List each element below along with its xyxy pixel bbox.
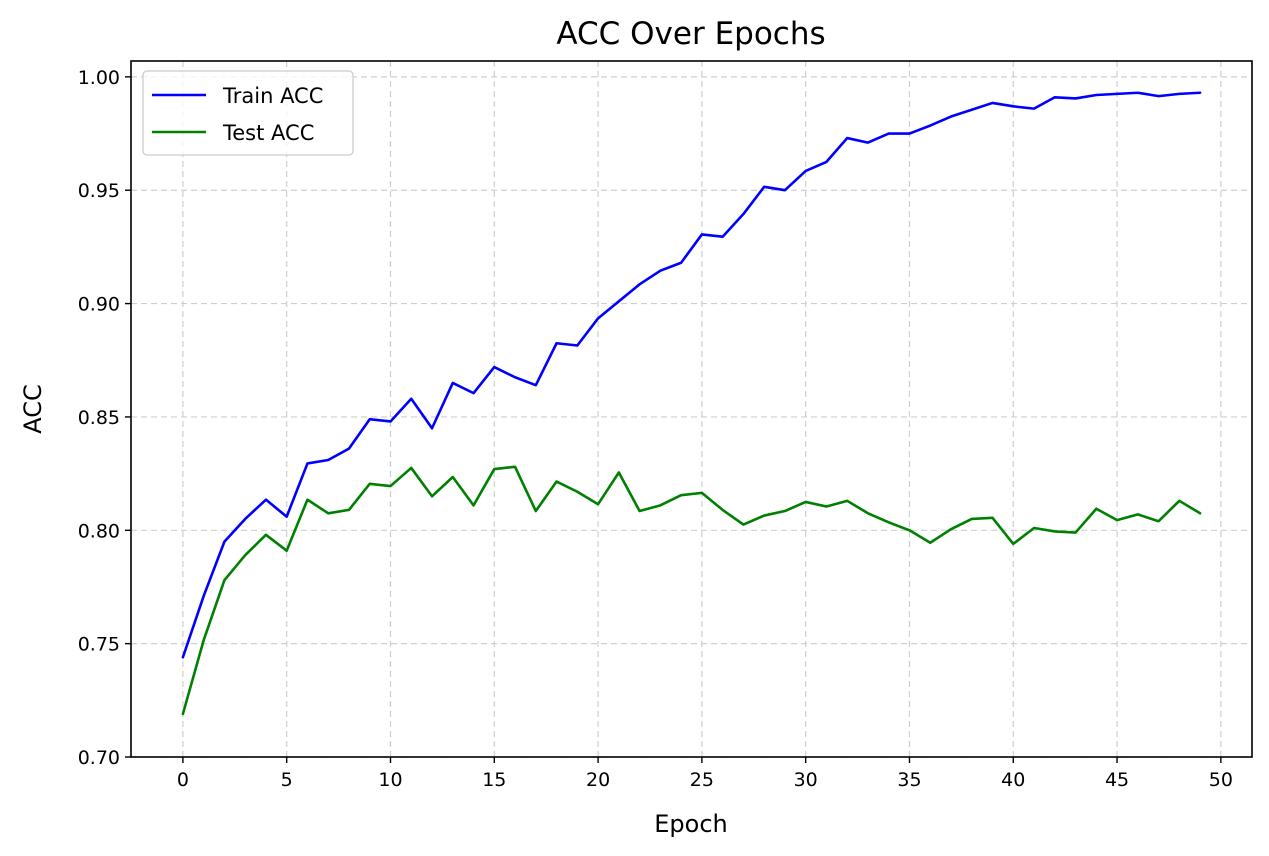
x-tick-label: 30 (794, 769, 818, 791)
chart-title: ACC Over Epochs (556, 16, 825, 52)
legend-label: Train ACC (222, 84, 323, 108)
plot-frame (130, 60, 1253, 758)
x-tick-label: 45 (1105, 769, 1129, 791)
x-tick-label: 50 (1209, 769, 1233, 791)
series-line-train-acc (181, 91, 1202, 659)
x-tick-label: 5 (281, 769, 293, 791)
legend-label: Test ACC (222, 121, 314, 145)
y-tick-label: 0.90 (78, 294, 120, 316)
y-tick-label: 0.75 (78, 634, 120, 656)
legend-box (142, 70, 354, 156)
series-lines (181, 91, 1202, 716)
x-tick-label: 40 (1001, 769, 1025, 791)
x-tick-label: 0 (177, 769, 189, 791)
legend: Train ACC Test ACC (142, 70, 354, 156)
y-axis-ticks: 0.70 0.75 0.80 0.85 0.90 0.95 1.00 (78, 67, 131, 769)
series-line-test-acc (181, 465, 1202, 716)
y-tick-label: 0.80 (78, 520, 120, 542)
x-tick-label: 15 (482, 769, 506, 791)
y-tick-label: 0.85 (78, 407, 120, 429)
x-axis-ticks: 0 5 10 15 20 25 30 35 40 45 50 (177, 757, 1233, 791)
y-tick-label: 0.95 (78, 180, 120, 202)
x-tick-label: 25 (690, 769, 714, 791)
x-tick-label: 10 (378, 769, 402, 791)
x-tick-label: 35 (897, 769, 921, 791)
x-tick-label: 20 (586, 769, 610, 791)
y-tick-label: 1.00 (78, 67, 120, 89)
x-axis-label: Epoch (654, 810, 728, 838)
y-axis-label: ACC (19, 384, 47, 434)
grid-lines (131, 61, 1252, 758)
y-tick-label: 0.70 (78, 747, 120, 769)
